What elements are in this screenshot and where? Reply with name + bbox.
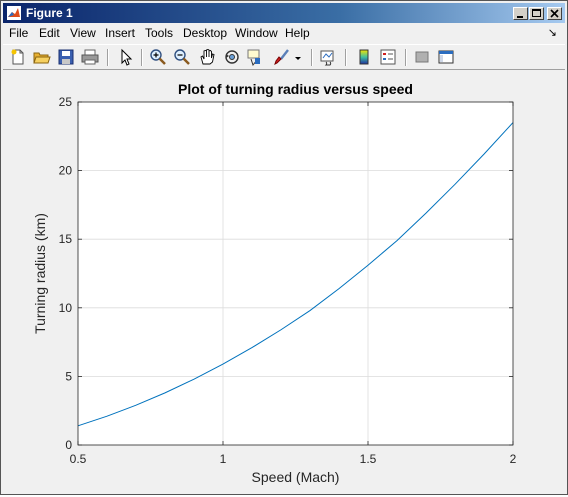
menu-tools[interactable]: Tools [145, 26, 174, 40]
y-axis-label: Turning radius (km) [32, 213, 48, 334]
save-icon[interactable] [57, 48, 75, 66]
colorbar-icon[interactable] [355, 48, 373, 66]
show-plot-tools-icon[interactable] [437, 48, 455, 66]
menu-file[interactable]: File [9, 26, 29, 40]
print-icon[interactable] [81, 48, 99, 66]
dock-arrow-icon[interactable]: ↘ [547, 27, 557, 39]
minimize-button[interactable] [513, 7, 528, 20]
new-figure-icon[interactable] [9, 48, 27, 66]
maximize-button[interactable] [529, 7, 544, 20]
x-tick-label: 2 [510, 452, 517, 466]
legend-icon[interactable] [379, 48, 397, 66]
data-cursor-icon[interactable] [247, 48, 265, 66]
y-tick-label: 25 [59, 95, 73, 109]
zoom-out-icon[interactable] [173, 48, 191, 66]
figure-toolbar [3, 44, 565, 70]
close-icon [550, 9, 559, 18]
rotate-3d-icon[interactable] [223, 48, 241, 66]
pan-hand-icon[interactable] [198, 48, 216, 66]
y-tick-label: 15 [59, 232, 73, 246]
edit-plot-arrow-icon[interactable] [117, 48, 135, 66]
toolbar-separator [107, 49, 109, 66]
x-axis-label: Speed (Mach) [252, 469, 340, 485]
toolbar-separator [141, 49, 143, 66]
y-tick-label: 10 [59, 301, 73, 315]
zoom-in-icon[interactable] [149, 48, 167, 66]
y-tick-label: 20 [59, 164, 73, 178]
link-plot-icon[interactable] [319, 48, 337, 66]
x-tick-label: 1.5 [360, 452, 377, 466]
plot-area[interactable] [78, 102, 513, 445]
maximize-icon [532, 9, 541, 17]
brush-icon[interactable] [273, 48, 291, 66]
figure-canvas[interactable]: 0.5 1 1.5 2 0 5 10 15 20 25 Plot of turning radiu… [4, 71, 565, 492]
x-tick-label: 0.5 [70, 452, 87, 466]
menu-bar: File Edit View Insert Tools Desktop Wind… [3, 24, 565, 42]
menu-edit[interactable]: Edit [39, 26, 60, 40]
window-title: Figure 1 [26, 6, 73, 20]
grid-lines [78, 102, 513, 445]
y-tick-label: 0 [65, 438, 72, 452]
toolbar-separator [345, 49, 347, 66]
menu-insert[interactable]: Insert [105, 26, 136, 40]
axes-box [77, 101, 514, 446]
brush-dropdown-icon[interactable] [293, 48, 303, 66]
minimize-icon [517, 16, 523, 18]
open-file-icon[interactable] [33, 48, 51, 66]
hide-plot-tools-icon[interactable] [413, 48, 431, 66]
matlab-logo-icon [7, 6, 21, 20]
menu-window[interactable]: Window [235, 26, 278, 40]
menu-help[interactable]: Help [285, 26, 310, 40]
menu-desktop[interactable]: Desktop [183, 26, 228, 40]
menu-view[interactable]: View [70, 26, 96, 40]
y-tick-label: 5 [65, 369, 72, 383]
series-line [77, 122, 514, 427]
chart-title: Plot of turning radius versus speed [178, 81, 413, 97]
title-bar[interactable]: Figure 1 [3, 3, 565, 23]
close-button[interactable] [547, 7, 562, 20]
x-tick-label: 1 [220, 452, 227, 466]
toolbar-separator [405, 49, 407, 66]
toolbar-separator [311, 49, 313, 66]
